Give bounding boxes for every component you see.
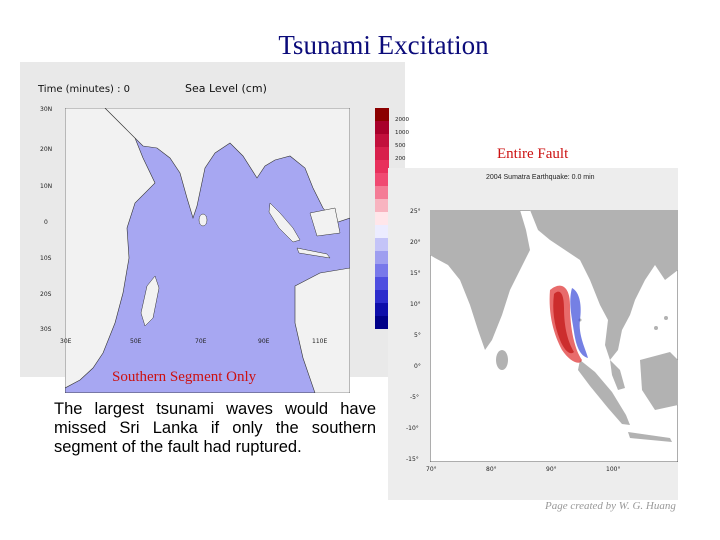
borneo <box>309 207 341 237</box>
colorbar-segment <box>375 121 389 134</box>
colorbar-segment <box>375 251 389 264</box>
colorbar-label: 1000 <box>395 130 409 136</box>
colorbar-segment <box>375 147 389 160</box>
colorbar-label: 200 <box>395 156 406 162</box>
southern-segment-label: Southern Segment Only <box>112 369 257 385</box>
y-tick: -15° <box>406 456 419 463</box>
y-tick: 30N <box>40 106 53 113</box>
indian-ocean-plot <box>65 108 350 393</box>
x-tick: 80° <box>486 466 497 473</box>
sri-lanka <box>198 213 208 227</box>
subsidence-region <box>570 288 588 358</box>
x-tick: 110E <box>312 338 328 345</box>
colorbar-segment <box>375 186 389 199</box>
y-tick: 20N <box>40 146 53 153</box>
australia-landmass <box>294 267 350 393</box>
y-tick: 0 <box>44 219 48 226</box>
x-tick: 90E <box>258 338 270 345</box>
colorbar-label: 2000 <box>395 117 409 123</box>
y-tick: 10S <box>40 255 52 262</box>
x-tick: 50E <box>130 338 142 345</box>
colorbar-segment <box>375 303 389 316</box>
map2-title: 2004 Sumatra Earthquake: 0.0 min <box>486 174 595 181</box>
colorbar-segment <box>375 108 389 121</box>
x-tick: 90° <box>546 466 557 473</box>
y-tick: 20° <box>410 239 421 246</box>
colorbar-segment <box>375 264 389 277</box>
island <box>654 326 658 330</box>
colorbar-label: 500 <box>395 143 406 149</box>
x-tick: 30E <box>60 338 72 345</box>
body-text: The largest tsunami waves would have mis… <box>54 400 376 456</box>
time-label: Time (minutes) : 0 <box>38 84 131 95</box>
malay-peninsula <box>610 360 625 390</box>
uplift-core <box>553 291 574 354</box>
java-right <box>628 432 672 442</box>
colorbar-segment <box>375 225 389 238</box>
sri-lanka-right <box>496 350 508 370</box>
java <box>296 247 331 259</box>
slide-title: Tsunami Excitation <box>278 30 489 60</box>
y-tick: -10° <box>406 425 419 432</box>
colorbar-segment <box>375 134 389 147</box>
y-tick: 0° <box>414 363 421 370</box>
colorbar-segment <box>375 199 389 212</box>
y-tick: 25° <box>410 208 421 215</box>
y-tick: 10N <box>40 183 53 190</box>
madagascar <box>140 275 160 327</box>
colorbar-segment <box>375 212 389 225</box>
sea-level-label: Sea Level (cm) <box>185 82 267 95</box>
y-tick: 20S <box>40 291 52 298</box>
southern-segment-map: Time (minutes) : 0 Sea Level (cm) 30N 20… <box>20 62 411 393</box>
indochina-landmass <box>530 210 678 360</box>
colorbar-segment <box>375 160 389 173</box>
y-tick: 30S <box>40 326 52 333</box>
colorbar-segment <box>375 173 389 186</box>
y-tick: -5° <box>410 394 419 401</box>
x-tick: 100° <box>606 466 621 473</box>
sumatra <box>268 202 301 243</box>
colorbar-segment <box>375 316 389 329</box>
x-tick: 70° <box>426 466 437 473</box>
page-credit: Page created by W. G. Huang <box>545 500 676 512</box>
borneo-right <box>640 352 678 410</box>
y-tick: 5° <box>414 332 421 339</box>
entire-fault-map: 2004 Sumatra Earthquake: 0.0 min 25° 20°… <box>388 168 678 500</box>
india-landmass <box>430 210 530 350</box>
island <box>664 316 668 320</box>
sumatra-right <box>578 360 630 425</box>
sumatra-plot <box>430 210 678 462</box>
y-tick: 15° <box>410 270 421 277</box>
colorbar-segment <box>375 290 389 303</box>
colorbar-segment <box>375 277 389 290</box>
y-tick: 10° <box>410 301 421 308</box>
x-tick: 70E <box>195 338 207 345</box>
entire-fault-label: Entire Fault <box>497 146 569 162</box>
sea-level-colorbar <box>375 108 389 329</box>
colorbar-segment <box>375 238 389 251</box>
